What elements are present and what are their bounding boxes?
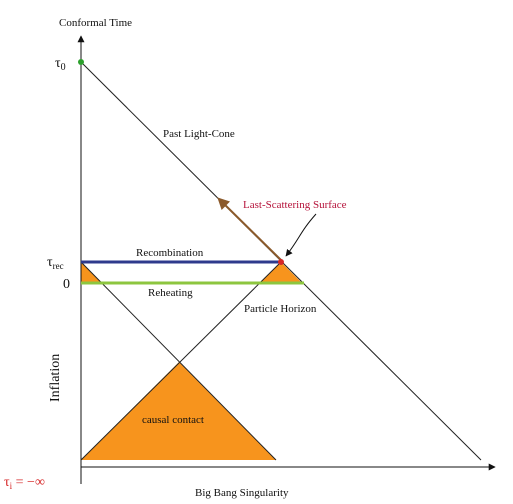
tick-ti-rest: = −∞ (12, 475, 45, 490)
recombination-label: Recombination (136, 247, 204, 259)
tick-ti-symbol: τ (4, 475, 10, 490)
tick-tau0-sub: 0 (61, 62, 66, 73)
x-axis-title: Big Bang Singularity (195, 487, 289, 499)
last-scattering-pointer (285, 213, 317, 257)
tick-zero: 0 (63, 277, 70, 292)
last-scattering-label: Last-Scattering Surface (243, 199, 347, 211)
inflation-label: Inflation (48, 354, 63, 402)
causal-contact-region (81, 362, 276, 460)
tick-tau0: τ0 (55, 56, 66, 73)
tick-ti: τi = −∞ (4, 475, 45, 491)
particle-horizon-label: Particle Horizon (244, 303, 317, 315)
tick-ti-sub: i (10, 481, 13, 491)
past-light-cone-label: Past Light-Cone (163, 128, 235, 140)
emission-point (278, 259, 284, 265)
tick-trec-sub: rec (53, 261, 64, 271)
y-axis-title: Conformal Time (59, 17, 132, 29)
tick-trec: τrec (47, 255, 64, 271)
inflation-light-ray-right (80, 261, 282, 461)
tick-trec-symbol: τ (47, 255, 53, 270)
observer-point (78, 59, 84, 65)
inflation-light-ray-left (80, 261, 277, 461)
reheating-label: Reheating (148, 287, 193, 299)
tick-tau0-symbol: τ (55, 56, 61, 71)
causal-contact-label: causal contact (142, 414, 204, 426)
light-cone-arrow (217, 197, 282, 261)
recombination-region-right (260, 262, 302, 283)
